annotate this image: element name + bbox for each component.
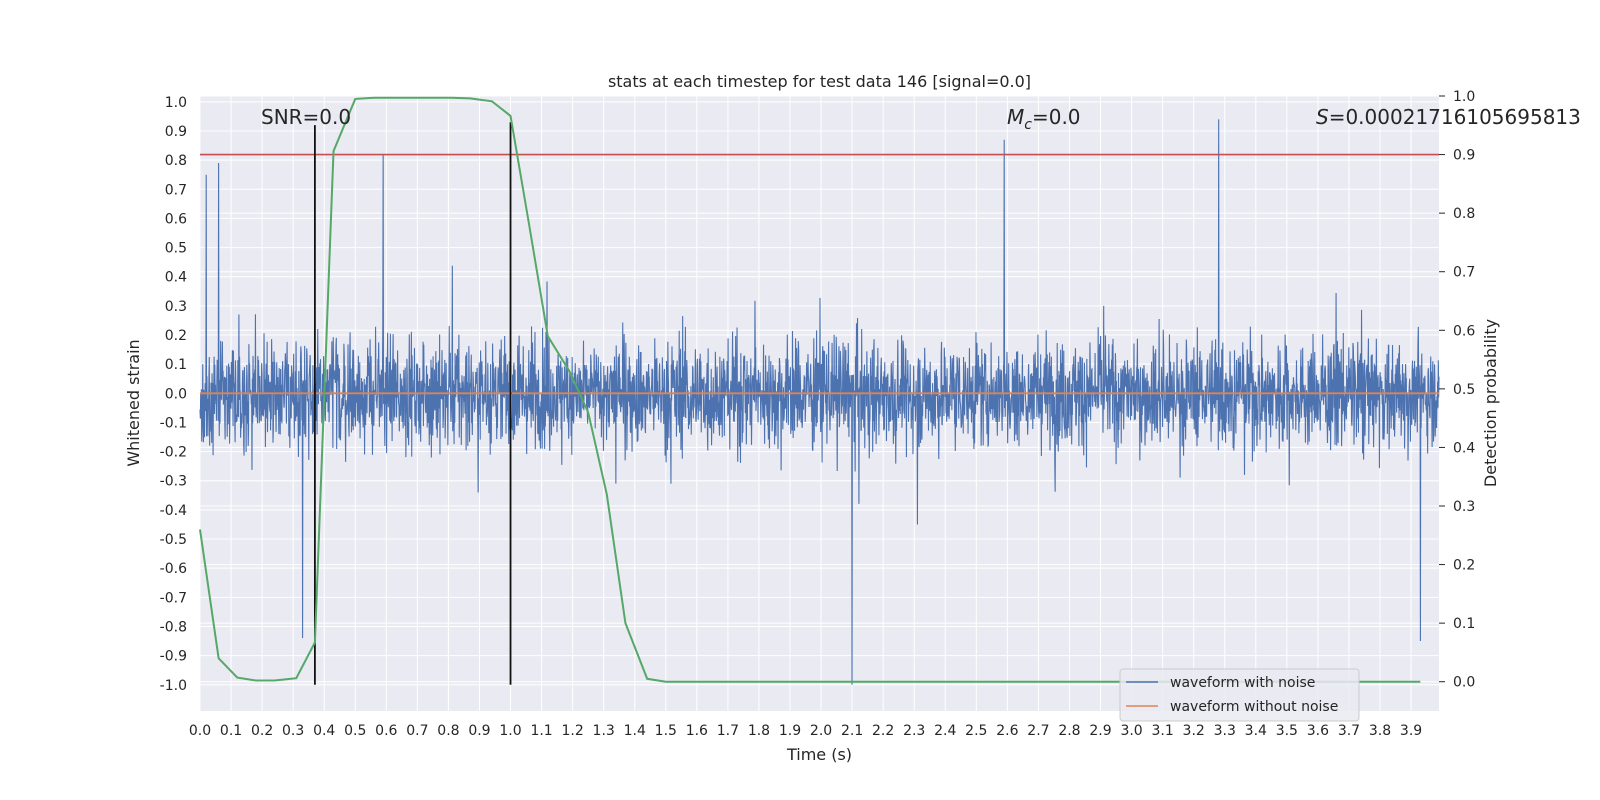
y-axis-label: Whitened strain (124, 339, 143, 466)
legend-box (1119, 668, 1360, 722)
x-tick-label: 0.5 (344, 723, 366, 739)
mc-annotation: Mc=0.0 (1007, 105, 1081, 133)
y-tick-label: 0.8 (165, 153, 187, 169)
y2-tick-label: 0.2 (1453, 558, 1475, 574)
x-tick-label: 3.1 (1151, 723, 1173, 739)
x-tick-label: 3.4 (1245, 723, 1267, 739)
x-tick-label: 3.9 (1400, 723, 1422, 739)
y-tick-label: -0.6 (160, 561, 187, 577)
x-tick-label: 2.3 (903, 723, 925, 739)
x-tick-label: 2.6 (996, 723, 1018, 739)
y2-axis-label: Detection probability (1481, 319, 1500, 487)
y2-tick-label: 0.0 (1453, 675, 1475, 691)
x-tick-label: 3.5 (1276, 723, 1298, 739)
detection-probability-line (199, 96, 1421, 683)
y-tick-label: -0.2 (160, 445, 187, 461)
x-tick-label: 1.9 (779, 723, 801, 739)
snr-annotation: SNR=0.0 (261, 105, 351, 129)
mc-subscript: c (1024, 117, 1032, 133)
mc-value: =0.0 (1032, 105, 1081, 129)
legend-label-clean: waveform without noise (1170, 699, 1338, 715)
x-tick-label: 2.0 (810, 723, 832, 739)
y-tick-label: -0.7 (160, 590, 187, 606)
y-tick-label: -0.8 (160, 619, 187, 635)
x-tick-label: 3.7 (1338, 723, 1360, 739)
y2-tick-label: 1.0 (1453, 89, 1475, 105)
x-tick-label: 1.4 (624, 723, 646, 739)
x-tick-label: 1.6 (686, 723, 708, 739)
y-tick-label: -0.1 (160, 415, 187, 431)
x-tick-label: 0.3 (282, 723, 304, 739)
y2-tick-label: 0.8 (1453, 206, 1475, 222)
y-tick-label: -0.4 (160, 503, 187, 519)
x-tick-label: 1.2 (561, 723, 583, 739)
x-tick-label: 2.5 (965, 723, 987, 739)
y-tick-label: 0.5 (165, 241, 187, 257)
x-axis-label: Time (s) (786, 745, 852, 764)
s-value: =0.00021716105695813 (1329, 105, 1581, 129)
x-tick-label: 1.3 (593, 723, 615, 739)
y-tick-label: -1.0 (160, 678, 187, 694)
x-tick-label: 0.4 (313, 723, 335, 739)
x-tick-label: 3.6 (1307, 723, 1329, 739)
ticks: 0.0 0.1 0.2 0.3 0.4 0.5 0.6 0.7 0.8 0.9 1.0 1.1 1.2 1… (160, 89, 1476, 739)
x-tick-label: 2.2 (872, 723, 894, 739)
x-tick-label: 0.1 (220, 723, 242, 739)
y2-tick-label: 0.6 (1453, 323, 1475, 339)
y2-tick-label: 0.3 (1453, 499, 1475, 515)
x-tick-label: 2.7 (1027, 723, 1049, 739)
y-tick-label: 1.0 (165, 95, 187, 111)
x-tick-label: 1.8 (748, 723, 770, 739)
y-tick-label: -0.5 (160, 532, 187, 548)
x-tick-label: 1.7 (717, 723, 739, 739)
y-tick-label: 0.3 (165, 299, 187, 315)
y-tick-label: 0.4 (165, 270, 187, 286)
y-tick-label: -0.9 (160, 649, 187, 665)
y2-tick-label: 0.1 (1453, 616, 1475, 632)
x-tick-label: 0.9 (468, 723, 490, 739)
x-tick-label: 2.8 (1058, 723, 1080, 739)
x-tick-label: 1.1 (530, 723, 552, 739)
x-tick-label: 0.7 (406, 723, 428, 739)
y-tick-label: 0.0 (165, 386, 187, 402)
x-tick-label: 0.6 (375, 723, 397, 739)
y-tick-label: 0.6 (165, 211, 187, 227)
x-tick-label: 3.3 (1214, 723, 1236, 739)
x-tick-label: 3.2 (1183, 723, 1205, 739)
legend: waveform with noise waveform without noi… (1119, 668, 1360, 722)
s-symbol: S (1316, 105, 1329, 129)
y2-tick-label: 0.4 (1453, 440, 1475, 456)
y2-tick-label: 0.9 (1453, 148, 1475, 164)
x-tick-label: 2.4 (934, 723, 956, 739)
x-tick-label: 1.5 (655, 723, 677, 739)
x-tick-label: 2.9 (1089, 723, 1111, 739)
x-tick-label: 1.0 (499, 723, 521, 739)
x-tick-label: 2.1 (841, 723, 863, 739)
y-tick-label: 0.2 (165, 328, 187, 344)
mc-symbol: M (1007, 105, 1024, 129)
s-annotation: S=0.00021716105695813 (1316, 105, 1581, 129)
noisy-waveform-line (199, 119, 1440, 685)
y2-tick-label: 0.7 (1453, 265, 1475, 281)
x-tick-label: 0.8 (437, 723, 459, 739)
x-tick-label: 0.0 (189, 723, 211, 739)
y-tick-label: 0.7 (165, 182, 187, 198)
y2-tick-label: 0.5 (1453, 382, 1475, 398)
x-tick-label: 3.0 (1120, 723, 1142, 739)
legend-label-noise: waveform with noise (1170, 675, 1315, 691)
y-tick-label: -0.3 (160, 474, 187, 490)
x-tick-label: 0.2 (251, 723, 273, 739)
y-tick-label: 0.9 (165, 124, 187, 140)
plot-area (199, 96, 1440, 685)
chart-title: stats at each timestep for test data 146… (608, 72, 1031, 91)
y-tick-label: 0.1 (165, 357, 187, 373)
x-tick-label: 3.8 (1369, 723, 1391, 739)
